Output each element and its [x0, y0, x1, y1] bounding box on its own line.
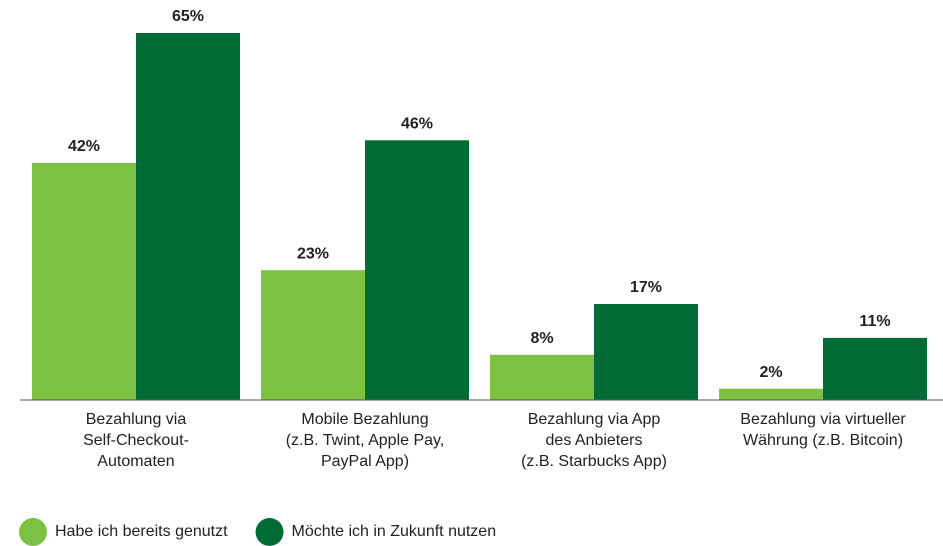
legend-label: Möchte ich in Zukunft nutzen: [292, 523, 497, 540]
x-tick-label: Automaten: [97, 453, 174, 470]
bar: [594, 304, 698, 400]
legend-label: Habe ich bereits genutzt: [55, 523, 228, 540]
bar: [365, 140, 469, 400]
bar: [823, 337, 927, 400]
value-label: 17%: [630, 279, 662, 296]
value-label: 46%: [401, 115, 433, 132]
value-label: 11%: [859, 313, 890, 330]
legend-swatch: [255, 518, 284, 546]
x-tick-label: des Anbieters: [546, 432, 643, 449]
x-tick-label: Bezahlung via virtueller: [740, 411, 906, 428]
value-label: 8%: [530, 330, 553, 347]
x-tick-label: Bezahlung via App: [528, 411, 661, 428]
x-tick-label: PayPal App): [321, 453, 409, 470]
x-tick-label: (z.B. Starbucks App): [521, 453, 667, 470]
bar: [261, 270, 365, 400]
x-tick-label: Bezahlung via: [86, 411, 187, 428]
value-label: 23%: [297, 245, 329, 262]
bar: [719, 388, 823, 400]
value-label: 42%: [68, 138, 100, 155]
value-label: 2%: [759, 364, 782, 381]
value-label: 65%: [172, 8, 204, 25]
x-tick-label: (z.B. Twint, Apple Pay,: [286, 432, 445, 449]
bar: [136, 33, 240, 400]
bar: [490, 354, 594, 400]
x-tick-label: Mobile Bezahlung: [301, 411, 428, 428]
x-tick-label: Self-Checkout-: [83, 432, 189, 449]
bar: [32, 162, 136, 400]
legend-swatch: [19, 518, 47, 546]
x-tick-label: Währung (z.B. Bitcoin): [743, 432, 903, 449]
